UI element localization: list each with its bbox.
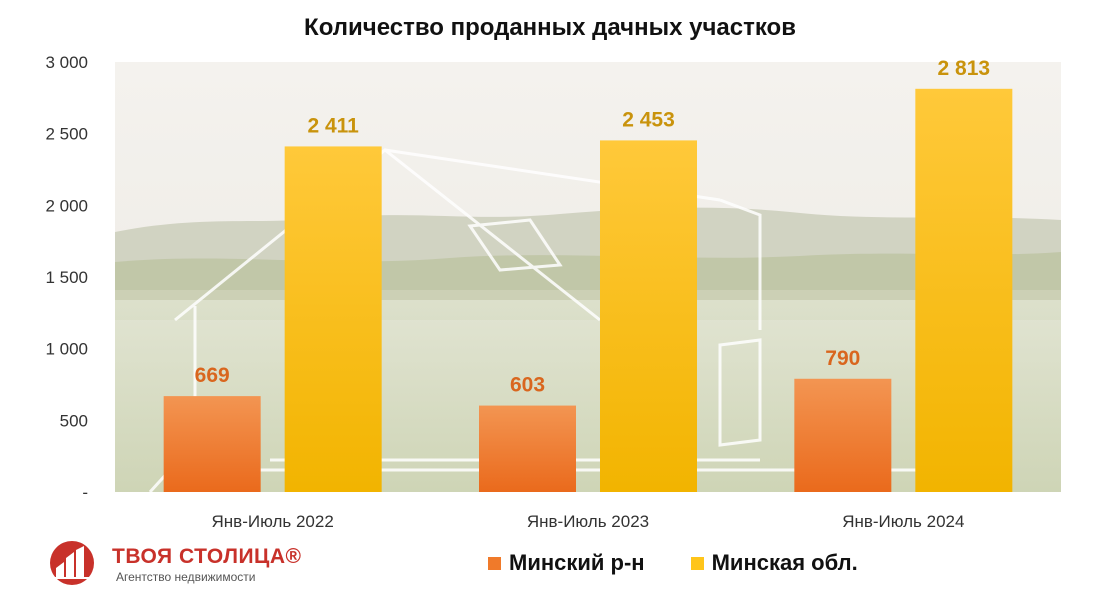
x-tick-label: Янв-Июль 2022 [212,512,334,531]
chart-title: Количество проданных дачных участков [304,14,796,41]
x-tick-label: Янв-Июль 2023 [527,512,649,531]
legend-label-minsk-region: Минская обл. [711,550,858,575]
background-landscape [115,62,1061,494]
x-axis: Янв-Июль 2022 Янв-Июль 2023 Янв-Июль 2024 [212,512,965,531]
y-axis: - 500 1 000 1 500 2 000 2 500 3 000 [45,53,88,502]
bar-minsk-region [600,140,697,493]
legend-item-minsk-region: Минская обл. [690,550,858,576]
bar-value-label: 603 [510,374,545,397]
bar-value-label: 2 813 [938,57,991,80]
bar-value-label: 669 [195,364,230,387]
bar-value-label: 2 411 [307,114,359,137]
y-tick-label: 2 500 [45,125,88,144]
bar-value-label: 790 [825,347,860,370]
building-logo-icon [50,541,94,585]
value-labels: 669 2 411 603 2 453 790 2 813 [195,57,990,397]
y-tick-label: 3 000 [45,53,88,72]
legend-item-minsk-district: Минский р-н [488,550,645,576]
bar-minsk-district [794,378,892,492]
x-tick-label: Янв-Июль 2024 [842,512,964,531]
bar-minsk-region [915,88,1013,492]
y-tick-label: - [82,483,88,502]
logo-name: ТВОЯ СТОЛИЦА® [112,545,302,568]
chart-legend: Минский р-н Минская обл. [488,549,904,577]
y-tick-label: 2 000 [45,196,88,215]
bar-minsk-region [284,146,382,492]
bar-minsk-district [479,405,576,492]
y-tick-label: 500 [60,411,88,430]
legend-swatch-minsk-district [488,556,501,570]
y-tick-label: 1 500 [45,268,88,287]
agency-logo: ТВОЯ СТОЛИЦА® Агентство недвижимости [46,540,306,588]
bars [163,88,1013,493]
y-tick-label: 1 000 [45,340,88,359]
logo-tagline: Агентство недвижимости [116,570,256,584]
legend-swatch-minsk-region [690,556,704,570]
bar-minsk-district [163,396,261,492]
bar-value-label: 2 453 [622,108,675,131]
legend-label-minsk-district: Минский р-н [509,550,645,575]
